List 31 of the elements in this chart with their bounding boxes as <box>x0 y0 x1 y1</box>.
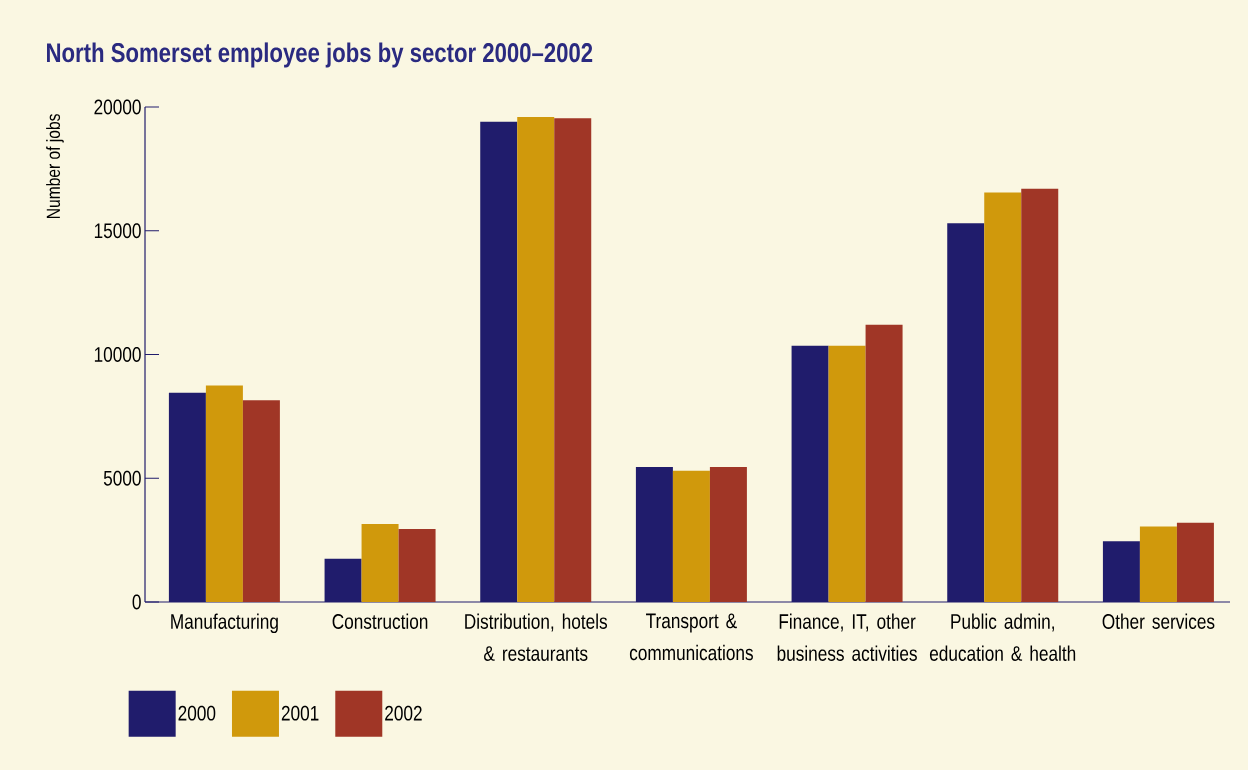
x-tick-label: Manufacturing <box>171 613 278 634</box>
bar <box>865 324 903 602</box>
legend-label: 2000 <box>178 705 216 721</box>
legend-label: 2002 <box>385 705 422 721</box>
bar <box>517 116 555 602</box>
bar <box>361 524 399 602</box>
x-tick-label: Public admin, education & health <box>929 613 1076 661</box>
x-tick-label: Finance, IT, other business activities <box>777 613 917 661</box>
y-tick-label: 10000 <box>94 347 141 362</box>
bar <box>398 528 436 602</box>
bar <box>242 400 280 602</box>
legend-label: 2001 <box>281 705 319 721</box>
bar <box>205 385 243 602</box>
bar <box>709 467 747 602</box>
y-axis-title: Number of jobs <box>46 114 64 218</box>
bar <box>1176 522 1214 602</box>
y-tick-label: 20000 <box>94 99 141 115</box>
bar <box>828 345 866 602</box>
y-tick-label: 15000 <box>94 223 141 239</box>
bar <box>1139 526 1177 602</box>
bar <box>1021 188 1059 602</box>
x-tick-label: Transport & communications <box>629 613 753 661</box>
bar <box>554 118 592 602</box>
bar <box>672 470 710 602</box>
chart-title: North Somerset employee jobs by sector 2000–2002 <box>47 42 593 68</box>
x-tick-label: Distribution, hotels & restaurants <box>465 613 608 661</box>
x-tick-label: Other services <box>1102 613 1215 629</box>
x-tick-label: Construction <box>332 613 428 629</box>
bar <box>984 192 1022 602</box>
y-tick-label: 5000 <box>103 470 141 486</box>
y-tick-label: 0 <box>132 594 141 610</box>
